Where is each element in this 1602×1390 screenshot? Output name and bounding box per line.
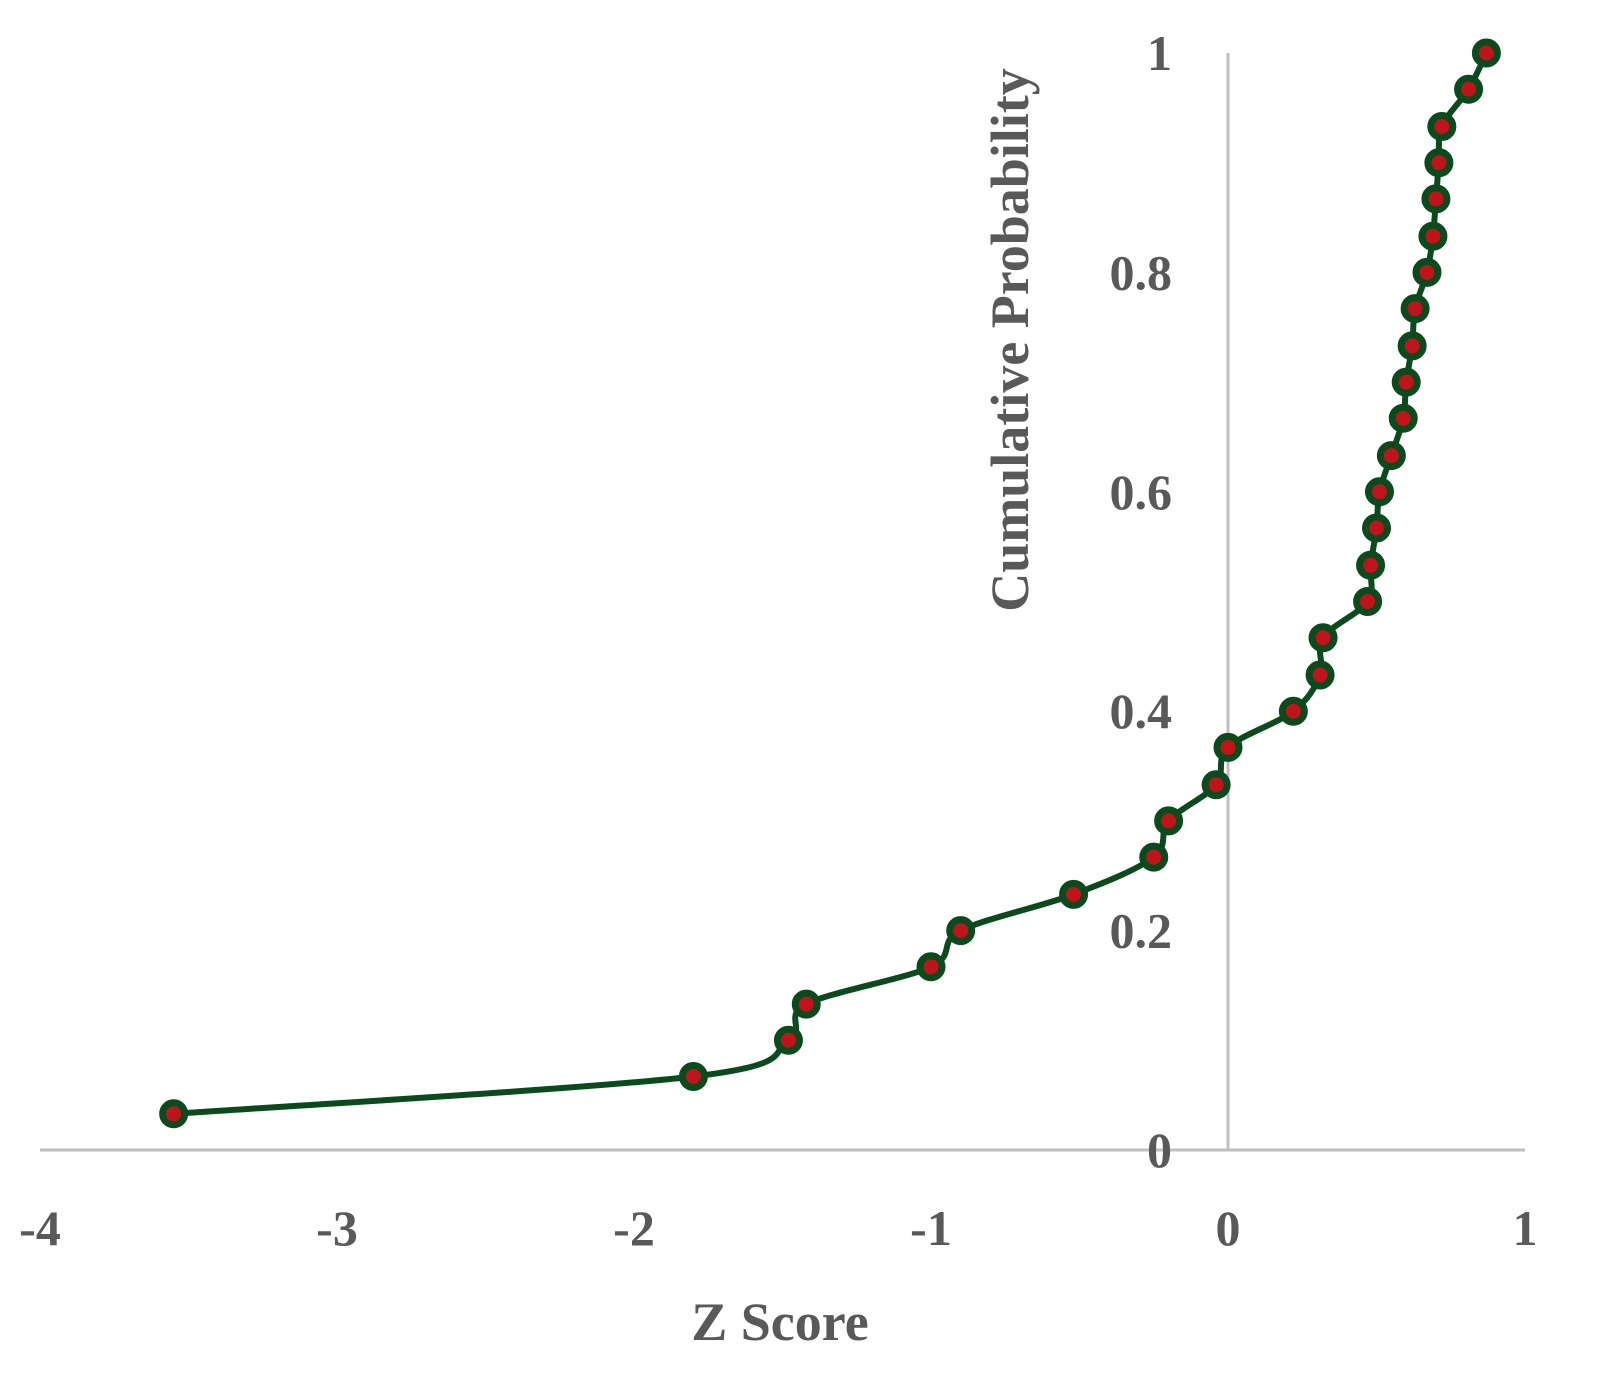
y-tick-label: 0.4 — [1110, 683, 1173, 739]
y-tick-label: 0.6 — [1110, 464, 1173, 520]
x-tick-label: 0 — [1216, 1200, 1241, 1256]
x-axis-title: Z Score — [691, 1292, 868, 1352]
data-point — [1362, 513, 1391, 543]
y-axis-title: Cumulative Probability — [980, 68, 1040, 612]
y-tick-labels: 0 0.2 0.4 0.6 0.8 1 — [1110, 25, 1173, 1178]
data-point — [1418, 221, 1448, 251]
data-point — [1139, 842, 1169, 872]
data-point — [1471, 38, 1501, 68]
data-point — [1400, 294, 1430, 324]
data-point — [1356, 550, 1386, 580]
data-point — [1376, 441, 1406, 471]
x-tick-label: -3 — [316, 1200, 358, 1256]
x-tick-label: -1 — [910, 1200, 952, 1256]
series-line — [173, 51, 1490, 1117]
data-point — [791, 989, 821, 1019]
data-point — [1454, 74, 1484, 104]
data-points — [159, 38, 1501, 1129]
data-point — [1213, 732, 1243, 762]
data-point — [946, 916, 976, 946]
data-point — [1427, 111, 1457, 141]
x-tick-labels: -4 -3 -2 -1 0 1 — [19, 1200, 1537, 1256]
data-point — [1305, 660, 1335, 690]
data-point — [1154, 806, 1184, 836]
y-tick-label: 1 — [1147, 25, 1172, 81]
data-point — [1353, 587, 1383, 616]
data-point — [1421, 184, 1451, 214]
data-point — [1308, 623, 1338, 653]
data-point — [1364, 477, 1394, 507]
y-tick-label: 0 — [1147, 1122, 1172, 1178]
y-tick-label: 0.8 — [1110, 244, 1173, 300]
data-point — [773, 1025, 803, 1055]
x-tick-label: -2 — [613, 1200, 655, 1256]
x-tick-label: 1 — [1513, 1200, 1538, 1256]
data-point — [1059, 879, 1089, 909]
data-point — [678, 1062, 708, 1092]
data-point — [1424, 148, 1454, 178]
data-point — [1397, 331, 1427, 361]
data-point — [1412, 257, 1442, 287]
y-tick-label: 0.2 — [1110, 903, 1173, 959]
data-point — [1388, 403, 1418, 433]
data-point — [159, 1099, 189, 1129]
data-point — [1391, 367, 1421, 397]
data-point — [1278, 696, 1308, 726]
data-point — [1201, 770, 1231, 800]
x-tick-label: -4 — [19, 1200, 61, 1256]
data-point — [916, 952, 946, 982]
